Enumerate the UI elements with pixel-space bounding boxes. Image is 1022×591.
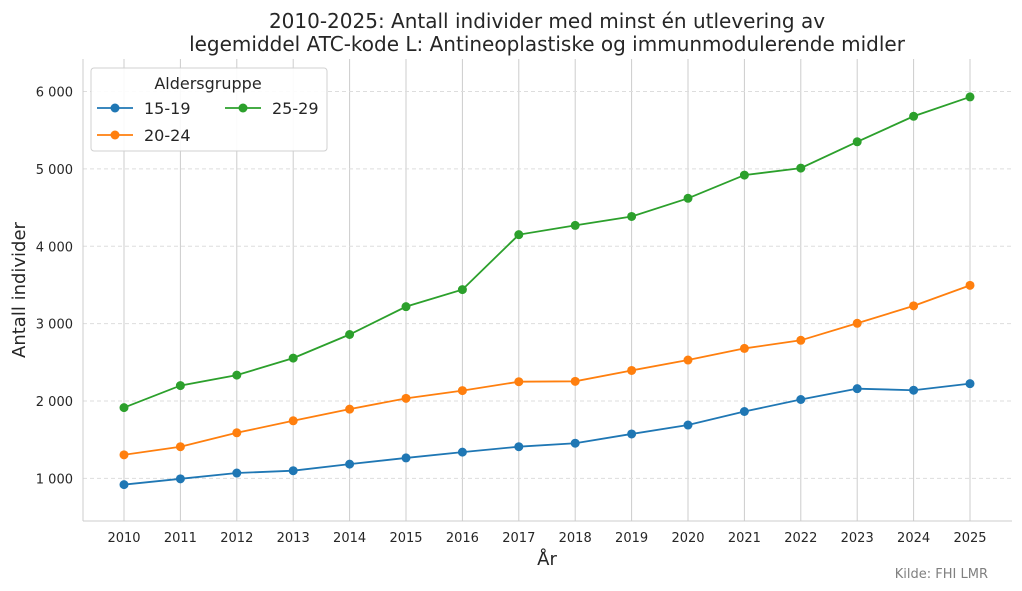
data-point: [965, 280, 975, 290]
legend-title: Aldersgruppe: [154, 74, 261, 93]
chart-title-line-1: 2010-2025: Antall individer med minst én…: [269, 9, 825, 33]
y-tick-label: 4 000: [36, 240, 73, 255]
series-20-24: [119, 280, 975, 460]
data-point: [288, 416, 298, 426]
x-tick-label: 2016: [446, 531, 479, 546]
data-point: [232, 428, 242, 438]
x-tick-label: 2017: [502, 531, 535, 546]
data-point: [739, 343, 749, 353]
data-point: [457, 285, 467, 295]
legend: Aldersgruppe 15-19 20-24 25-29: [90, 67, 328, 152]
data-point: [514, 377, 524, 387]
series-line: [123, 96, 971, 409]
series-25-29: [119, 92, 975, 413]
legend-item-15-19: 15-19: [97, 99, 191, 118]
x-tick-label: 2012: [220, 531, 253, 546]
data-point: [909, 111, 919, 121]
data-point: [683, 355, 693, 365]
y-axis-label: Antall individer: [9, 221, 30, 358]
legend-item-25-29: 25-29: [225, 99, 319, 118]
legend-box: [90, 67, 328, 152]
x-tick-label: 2019: [615, 531, 648, 546]
data-point: [119, 403, 129, 413]
data-point: [232, 370, 242, 380]
series-lines: [119, 92, 975, 490]
data-point: [852, 318, 862, 328]
legend-swatch-marker: [238, 103, 248, 113]
data-point: [852, 137, 862, 147]
x-tick-label: 2022: [784, 531, 817, 546]
data-point: [401, 393, 411, 403]
data-point: [570, 220, 580, 230]
y-tick-label: 3 000: [36, 318, 73, 333]
y-tick-label: 2 000: [36, 395, 73, 410]
data-point: [401, 302, 411, 312]
x-tick-label: 2025: [953, 531, 986, 546]
x-tick-label: 2010: [107, 531, 140, 546]
x-tick-label: 2015: [389, 531, 422, 546]
data-point: [175, 381, 185, 391]
legend-label: 20-24: [144, 126, 191, 145]
data-point: [457, 386, 467, 396]
data-point: [796, 335, 806, 345]
legend-label: 15-19: [144, 99, 191, 118]
series-15-19: [119, 379, 975, 490]
data-point: [965, 379, 975, 389]
series-line: [123, 382, 971, 486]
data-point: [627, 365, 637, 375]
data-point: [345, 459, 355, 469]
data-point: [232, 468, 242, 478]
data-point: [627, 211, 637, 221]
chart-title-line-2: legemiddel ATC-kode L: Antineoplastiske …: [189, 32, 906, 56]
data-point: [119, 450, 129, 460]
legend-items: 15-19 20-24 25-29: [97, 99, 319, 145]
data-point: [909, 385, 919, 395]
x-axis-label: År: [537, 548, 557, 570]
data-point: [570, 376, 580, 386]
x-tick-label: 2013: [277, 531, 310, 546]
data-point: [683, 420, 693, 430]
x-tick-label: 2011: [164, 531, 197, 546]
data-point: [683, 193, 693, 203]
data-point: [175, 474, 185, 484]
data-point: [627, 429, 637, 439]
x-tick-label: 2023: [841, 531, 874, 546]
data-point: [739, 170, 749, 180]
data-point: [739, 406, 749, 416]
data-point: [796, 163, 806, 173]
legend-label: 25-29: [272, 99, 319, 118]
x-tick-labels: 2010 2011 2012 2013 2014 2015 2016 2017 2018 2019…: [107, 531, 986, 546]
data-point: [345, 404, 355, 414]
x-tick-label: 2018: [559, 531, 592, 546]
data-point: [570, 438, 580, 448]
x-tick-label: 2014: [333, 531, 366, 546]
data-point: [119, 480, 129, 490]
x-tick-label: 2020: [671, 531, 704, 546]
data-point: [401, 453, 411, 463]
data-point: [514, 442, 524, 452]
legend-swatch-marker: [110, 130, 120, 140]
data-point: [345, 329, 355, 339]
legend-item-20-24: 20-24: [97, 126, 191, 145]
y-tick-label: 5 000: [36, 163, 73, 178]
data-point: [909, 301, 919, 311]
series-line: [123, 284, 971, 456]
source-note: Kilde: FHI LMR: [895, 567, 988, 582]
data-point: [796, 395, 806, 405]
data-point: [852, 384, 862, 394]
data-point: [514, 230, 524, 240]
data-point: [457, 447, 467, 457]
data-point: [288, 466, 298, 476]
x-tick-label: 2024: [897, 531, 930, 546]
grid: [83, 59, 1012, 521]
y-tick-label: 6 000: [36, 86, 73, 101]
y-tick-labels: 1 000 2 000 3 000 4 000 5 000 6 000: [36, 86, 73, 488]
data-point: [288, 353, 298, 363]
legend-swatch-marker: [110, 103, 120, 113]
data-point: [175, 442, 185, 452]
data-point: [965, 92, 975, 102]
y-tick-label: 1 000: [36, 472, 73, 487]
x-tick-label: 2021: [728, 531, 761, 546]
